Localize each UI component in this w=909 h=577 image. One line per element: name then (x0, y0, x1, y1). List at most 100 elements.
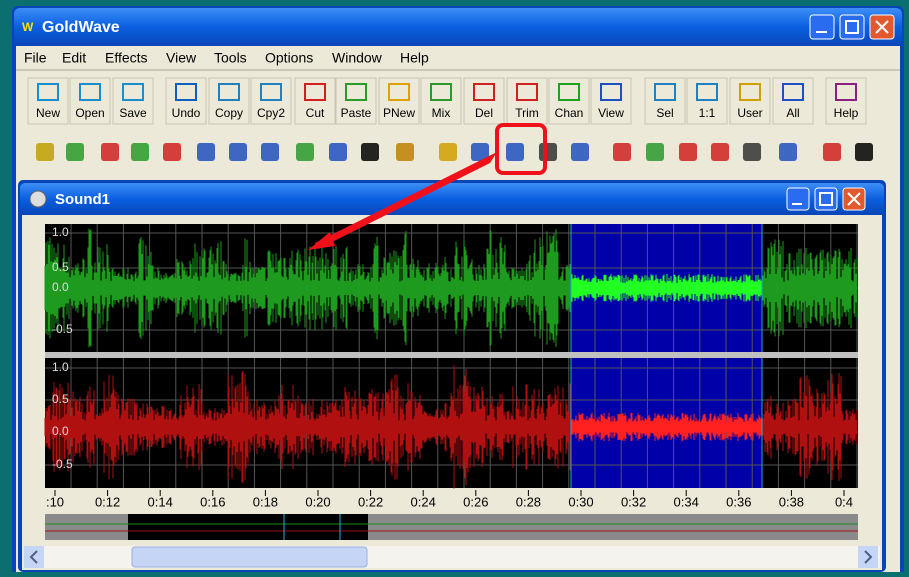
menu-bar: File Edit Effects View Tools Options Window Hel… (24, 50, 429, 66)
time-label: 0:24 (411, 494, 436, 509)
scroll-left[interactable] (24, 546, 44, 568)
effect-icon (471, 143, 489, 161)
button-icon (388, 83, 410, 101)
title-bar (14, 8, 902, 46)
time-ruler (45, 490, 858, 514)
button-label: PNew (383, 106, 415, 120)
app-icon: W (22, 20, 34, 34)
overview (45, 514, 858, 540)
toolbar-button[interactable] (590, 77, 632, 125)
toolbar: New Open Save Undo Copy Cpy2 Cut Paste PNew Mix De… (27, 77, 867, 125)
effect-icon (163, 143, 181, 161)
amplitude-label: 0.5 (52, 392, 69, 406)
button-label: Undo (172, 106, 201, 120)
time-label: 0:32 (621, 494, 646, 509)
button-label: Del (475, 106, 493, 120)
effect-icon (646, 143, 664, 161)
effect-icon (506, 143, 524, 161)
effect-icon (711, 143, 729, 161)
waveform (44, 228, 858, 348)
button-label: Copy (215, 106, 243, 120)
scroll-right[interactable] (858, 546, 878, 568)
menu-item[interactable]: Edit (62, 50, 86, 66)
effect-icon (823, 143, 841, 161)
effect-icon (539, 143, 557, 161)
arrow (315, 152, 497, 249)
time-label: 0:20 (305, 494, 330, 509)
amplitude-label: -0.5 (52, 322, 73, 336)
waveform (44, 365, 858, 489)
time-label: 0:18 (253, 494, 278, 509)
effect-icon (396, 143, 414, 161)
amplitude-label: 0.0 (52, 280, 69, 294)
amplitude-label: -0.5 (52, 457, 73, 471)
button-icon (600, 83, 622, 101)
arrow-head (308, 232, 335, 250)
button-label: Sel (656, 106, 673, 120)
annotation (308, 123, 547, 250)
button-label: All (786, 106, 799, 120)
effect-icon (329, 143, 347, 161)
sound-icon (29, 190, 47, 208)
amplitude-label: 0.5 (52, 260, 69, 274)
effect-icon (101, 143, 119, 161)
button-icon (218, 83, 240, 101)
effect-icon (66, 143, 84, 161)
button-label: User (737, 106, 762, 120)
time-label: 0:36 (726, 494, 751, 509)
channel-divider (45, 352, 858, 358)
menu-item[interactable]: Effects (105, 50, 148, 66)
menu-item[interactable]: Tools (214, 50, 247, 66)
minimize-button[interactable] (809, 14, 835, 40)
button-label: Trim (515, 106, 539, 120)
button-icon (654, 83, 676, 101)
maximize-button[interactable] (839, 14, 865, 40)
effect-icon (131, 143, 149, 161)
sound-window-controls (786, 187, 866, 211)
effect-icon (296, 143, 314, 161)
time-label: 0:28 (516, 494, 541, 509)
menu-item[interactable]: Window (332, 50, 383, 66)
window-controls (809, 14, 895, 40)
time-label: 0:30 (568, 494, 593, 509)
menu-item[interactable]: Help (400, 50, 429, 66)
button-icon (473, 83, 495, 101)
effect-icon (229, 143, 247, 161)
button-icon (345, 83, 367, 101)
button-icon (122, 83, 144, 101)
button-label: Mix (432, 106, 451, 120)
menu-item[interactable]: File (24, 50, 47, 66)
button-label: Open (75, 106, 104, 120)
effect-icon (571, 143, 589, 161)
effect-icon (361, 143, 379, 161)
maximize-button[interactable] (814, 187, 838, 211)
scroll-thumb[interactable] (131, 546, 368, 568)
button-label: Cpy2 (257, 106, 285, 120)
effect-icon (439, 143, 457, 161)
effect-icon (261, 143, 279, 161)
amplitude-label: 0.0 (52, 424, 69, 438)
window-title: GoldWave (42, 19, 120, 36)
button-icon (696, 83, 718, 101)
effect-icon (855, 143, 873, 161)
time-label: 0:4 (835, 494, 853, 509)
menu-item[interactable]: Options (265, 50, 313, 66)
button-icon (516, 83, 538, 101)
time-label: 0:38 (779, 494, 804, 509)
button-label: Cut (306, 106, 325, 120)
button-icon (260, 83, 282, 101)
waveform-area: 1.0 0.5 0.0 -0.5 1.0 0.5 0.0 -0.5 (44, 224, 858, 489)
amplitude-label: 1.0 (52, 225, 69, 239)
menu-item[interactable]: View (166, 50, 197, 66)
button-icon (782, 83, 804, 101)
button-label: 1:1 (699, 106, 716, 120)
minimize-button[interactable] (786, 187, 810, 211)
button-label: Help (834, 106, 859, 120)
button-icon (79, 83, 101, 101)
time-label: 0:22 (358, 494, 383, 509)
effect-icon (197, 143, 215, 161)
effect-icon (613, 143, 631, 161)
button-icon (739, 83, 761, 101)
time-label: 0:12 (95, 494, 120, 509)
